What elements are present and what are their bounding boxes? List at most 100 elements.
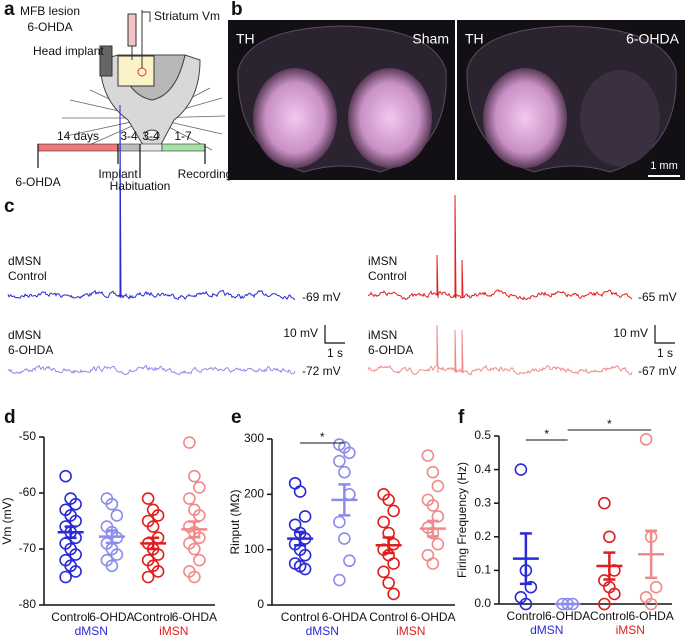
stain-label: TH (236, 31, 255, 47)
group-label: dMSN (306, 624, 339, 637)
data-point (146, 520, 160, 533)
data-point (333, 573, 346, 587)
data-point (298, 510, 312, 523)
data-point (431, 479, 445, 493)
duration-label: 14 days (57, 129, 99, 143)
data-point (293, 485, 307, 498)
y-tick-label: 0.5 (474, 428, 491, 442)
data-point (188, 570, 201, 584)
voltage-trace (367, 194, 633, 301)
panel-label: d (4, 407, 16, 428)
data-point (382, 493, 395, 507)
y-axis-label: Firing Frequency (Hz) (455, 462, 469, 578)
data-point (193, 481, 206, 494)
data-point (426, 499, 440, 512)
data-point (514, 463, 528, 476)
data-point (377, 565, 390, 579)
panel-label: b (231, 0, 243, 20)
x-tick-label: 6-OHDA (628, 609, 673, 623)
voltage-trace (367, 324, 633, 376)
data-point (426, 557, 440, 570)
implant-label: Head implant (33, 44, 104, 58)
data-point (193, 553, 206, 567)
y-tick-label: -50 (19, 429, 37, 443)
x-tick-label: Control (134, 610, 173, 624)
scale-label: 10 mV (283, 326, 318, 340)
panel-label: e (231, 407, 242, 428)
panel-label: c (4, 196, 15, 217)
y-axis-label: Rinput (MΩ) (228, 490, 242, 555)
significance-label: * (607, 417, 612, 431)
data-point (426, 465, 440, 479)
vm-label: -72 mV (302, 364, 341, 378)
panel-label: f (458, 407, 465, 428)
data-point (649, 580, 663, 594)
group-label: dMSN (530, 623, 563, 637)
x-tick-label: 6-OHDA (322, 610, 367, 624)
data-point (151, 565, 165, 578)
data-point (69, 565, 82, 578)
data-point (288, 476, 302, 490)
trace-label: 6-OHDA (8, 343, 53, 357)
stain-label: TH (465, 31, 484, 47)
y-tick-label: 0.0 (474, 596, 491, 610)
scale-label: 1 s (327, 346, 343, 360)
data-point (188, 542, 201, 556)
trace-label: Control (368, 269, 407, 283)
data-point (343, 554, 356, 568)
group-label: iMSN (616, 623, 645, 637)
x-tick-label: Control (507, 609, 546, 623)
scale-label: 10 mV (613, 326, 648, 340)
mouse-diagram (37, 10, 226, 178)
histology-images (228, 20, 685, 180)
voltage-trace (7, 364, 296, 376)
data-point (69, 548, 82, 561)
y-tick-label: 0.3 (474, 495, 491, 509)
trace-label: Control (8, 269, 47, 283)
electrode-label: Striatum Vm (154, 9, 220, 23)
x-tick-label: 6-OHDA (410, 610, 455, 624)
data-point (343, 446, 356, 460)
data-point (608, 587, 621, 601)
scale-bars (324, 325, 675, 344)
data-point (421, 449, 435, 462)
y-tick-label: -80 (19, 597, 37, 611)
panel-label: a (4, 0, 15, 20)
data-point (183, 492, 196, 505)
data-point (105, 497, 119, 511)
event-label: Recording (178, 167, 233, 181)
y-tick-label: 0.2 (474, 529, 491, 543)
duration-label: 3-4 (120, 129, 138, 143)
y-tick-label: -70 (19, 541, 37, 555)
data-point (59, 570, 72, 584)
data-point (431, 537, 445, 551)
condition-label: 6-OHDA (626, 31, 680, 47)
data-point (519, 597, 533, 611)
significance-label: * (320, 430, 325, 444)
y-tick-label: 300 (244, 431, 264, 445)
data-point (59, 469, 72, 483)
data-point (338, 532, 351, 545)
diagram-title: 6-OHDA (27, 20, 72, 34)
data-point (288, 518, 302, 532)
y-tick-label: 100 (244, 542, 264, 556)
data-point (387, 587, 400, 601)
trace-label: dMSN (8, 328, 41, 342)
data-point (151, 509, 165, 522)
data-point (598, 496, 611, 510)
event-label: Implant (98, 167, 138, 181)
trace-label: iMSN (368, 328, 397, 342)
x-tick-label: Control (51, 610, 90, 624)
trace-label: dMSN (8, 254, 41, 268)
data-point (105, 559, 119, 573)
y-tick-label: 0.1 (474, 563, 491, 577)
data-point (333, 454, 346, 468)
data-point (110, 509, 124, 522)
event-label: Habituation (110, 179, 171, 193)
y-axis-label: Vm (mV) (0, 497, 14, 544)
x-tick-label: Control (281, 610, 320, 624)
x-tick-label: 6-OHDA (89, 610, 134, 624)
diagram-title: MFB lesion (20, 4, 80, 18)
vm-label: -69 mV (302, 290, 341, 304)
